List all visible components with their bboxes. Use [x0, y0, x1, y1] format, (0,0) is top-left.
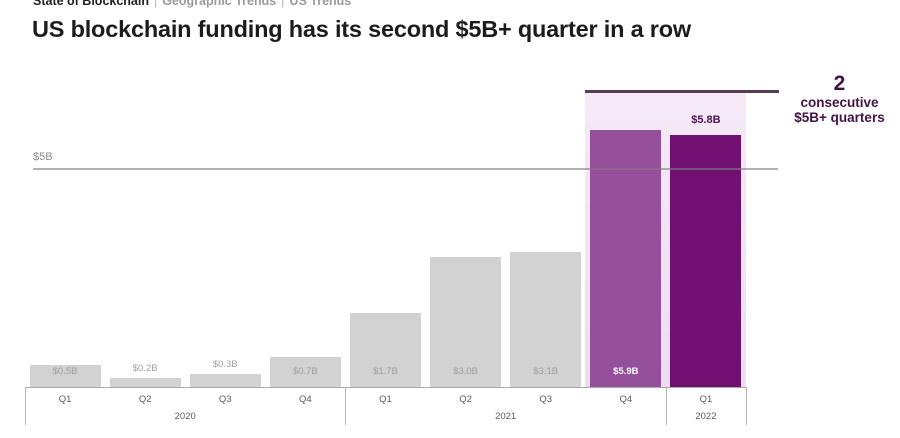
- x-axis-quarter-label: Q4: [619, 394, 633, 405]
- bar-q4-7: [590, 130, 662, 387]
- x-axis-tick: [345, 387, 347, 425]
- annotation-line2: $5B+ quarters: [794, 110, 885, 125]
- bar-value-label: $0.7B: [292, 366, 318, 377]
- bar-value-label: $0.2B: [132, 363, 158, 375]
- x-axis-quarter-label: Q2: [138, 394, 152, 405]
- bar-q1-8: [670, 134, 742, 387]
- annotation-number: 2: [833, 72, 846, 95]
- x-axis-year-label: 2020: [174, 411, 196, 422]
- bar-value-label: $0.3B: [212, 358, 238, 370]
- x-axis-quarter-label: Q3: [218, 394, 232, 405]
- breadcrumb: State of Blockchain | Geographic Trends | US…: [33, 0, 351, 8]
- bar-value-label: $1.7B: [373, 366, 398, 377]
- bar-value-label: $3.1B: [533, 366, 559, 377]
- bar-q3-6: [510, 252, 582, 387]
- bar-q4-3: [269, 356, 341, 387]
- bar-q1-4: [350, 313, 421, 387]
- reference-line-label: $5B: [33, 151, 53, 163]
- annotation-line1: consecutive: [800, 95, 879, 110]
- reference-line-5b: [33, 168, 778, 170]
- bar-value-label: $5.9B: [613, 366, 639, 377]
- bar-value-label: $3.0B: [453, 366, 479, 377]
- x-axis-tick: [665, 387, 667, 425]
- x-axis-quarter-label: Q1: [699, 394, 713, 405]
- breadcrumb-separator: |: [154, 0, 158, 8]
- bar-q1-0: [29, 365, 101, 387]
- bar-q3-2: [189, 373, 261, 387]
- x-axis-tick: [746, 387, 747, 425]
- x-axis-quarter-label: Q1: [58, 394, 72, 405]
- x-axis-quarter-label: Q4: [299, 394, 312, 405]
- page-title: US blockchain funding has its second $5B…: [32, 16, 691, 42]
- x-axis-baseline: [25, 387, 746, 388]
- bar-q2-5: [430, 256, 502, 387]
- x-axis-quarter-label: Q1: [379, 394, 392, 405]
- x-axis-year-label: 2021: [495, 411, 517, 422]
- bar-q2-1: [109, 378, 181, 387]
- highlight-bracket-line: [585, 90, 779, 93]
- x-axis-quarter-label: Q2: [459, 394, 472, 405]
- x-axis-quarter-label: Q3: [539, 394, 553, 405]
- x-axis-year-label: 2022: [695, 411, 717, 422]
- breadcrumb-item-state-of-blockchain[interactable]: State of Blockchain: [33, 0, 149, 8]
- breadcrumb-item-geographic-trends[interactable]: Geographic Trends: [162, 0, 277, 8]
- bar-value-label: $5.8B: [691, 113, 721, 126]
- annotation-consecutive-quarters: 2 consecutive $5B+ quarters: [779, 72, 900, 126]
- x-axis-tick: [25, 387, 26, 425]
- bar-value-label: $0.5B: [52, 366, 78, 377]
- breadcrumb-item-us-trends[interactable]: US Trends: [289, 0, 352, 8]
- breadcrumb-separator: |: [281, 0, 285, 8]
